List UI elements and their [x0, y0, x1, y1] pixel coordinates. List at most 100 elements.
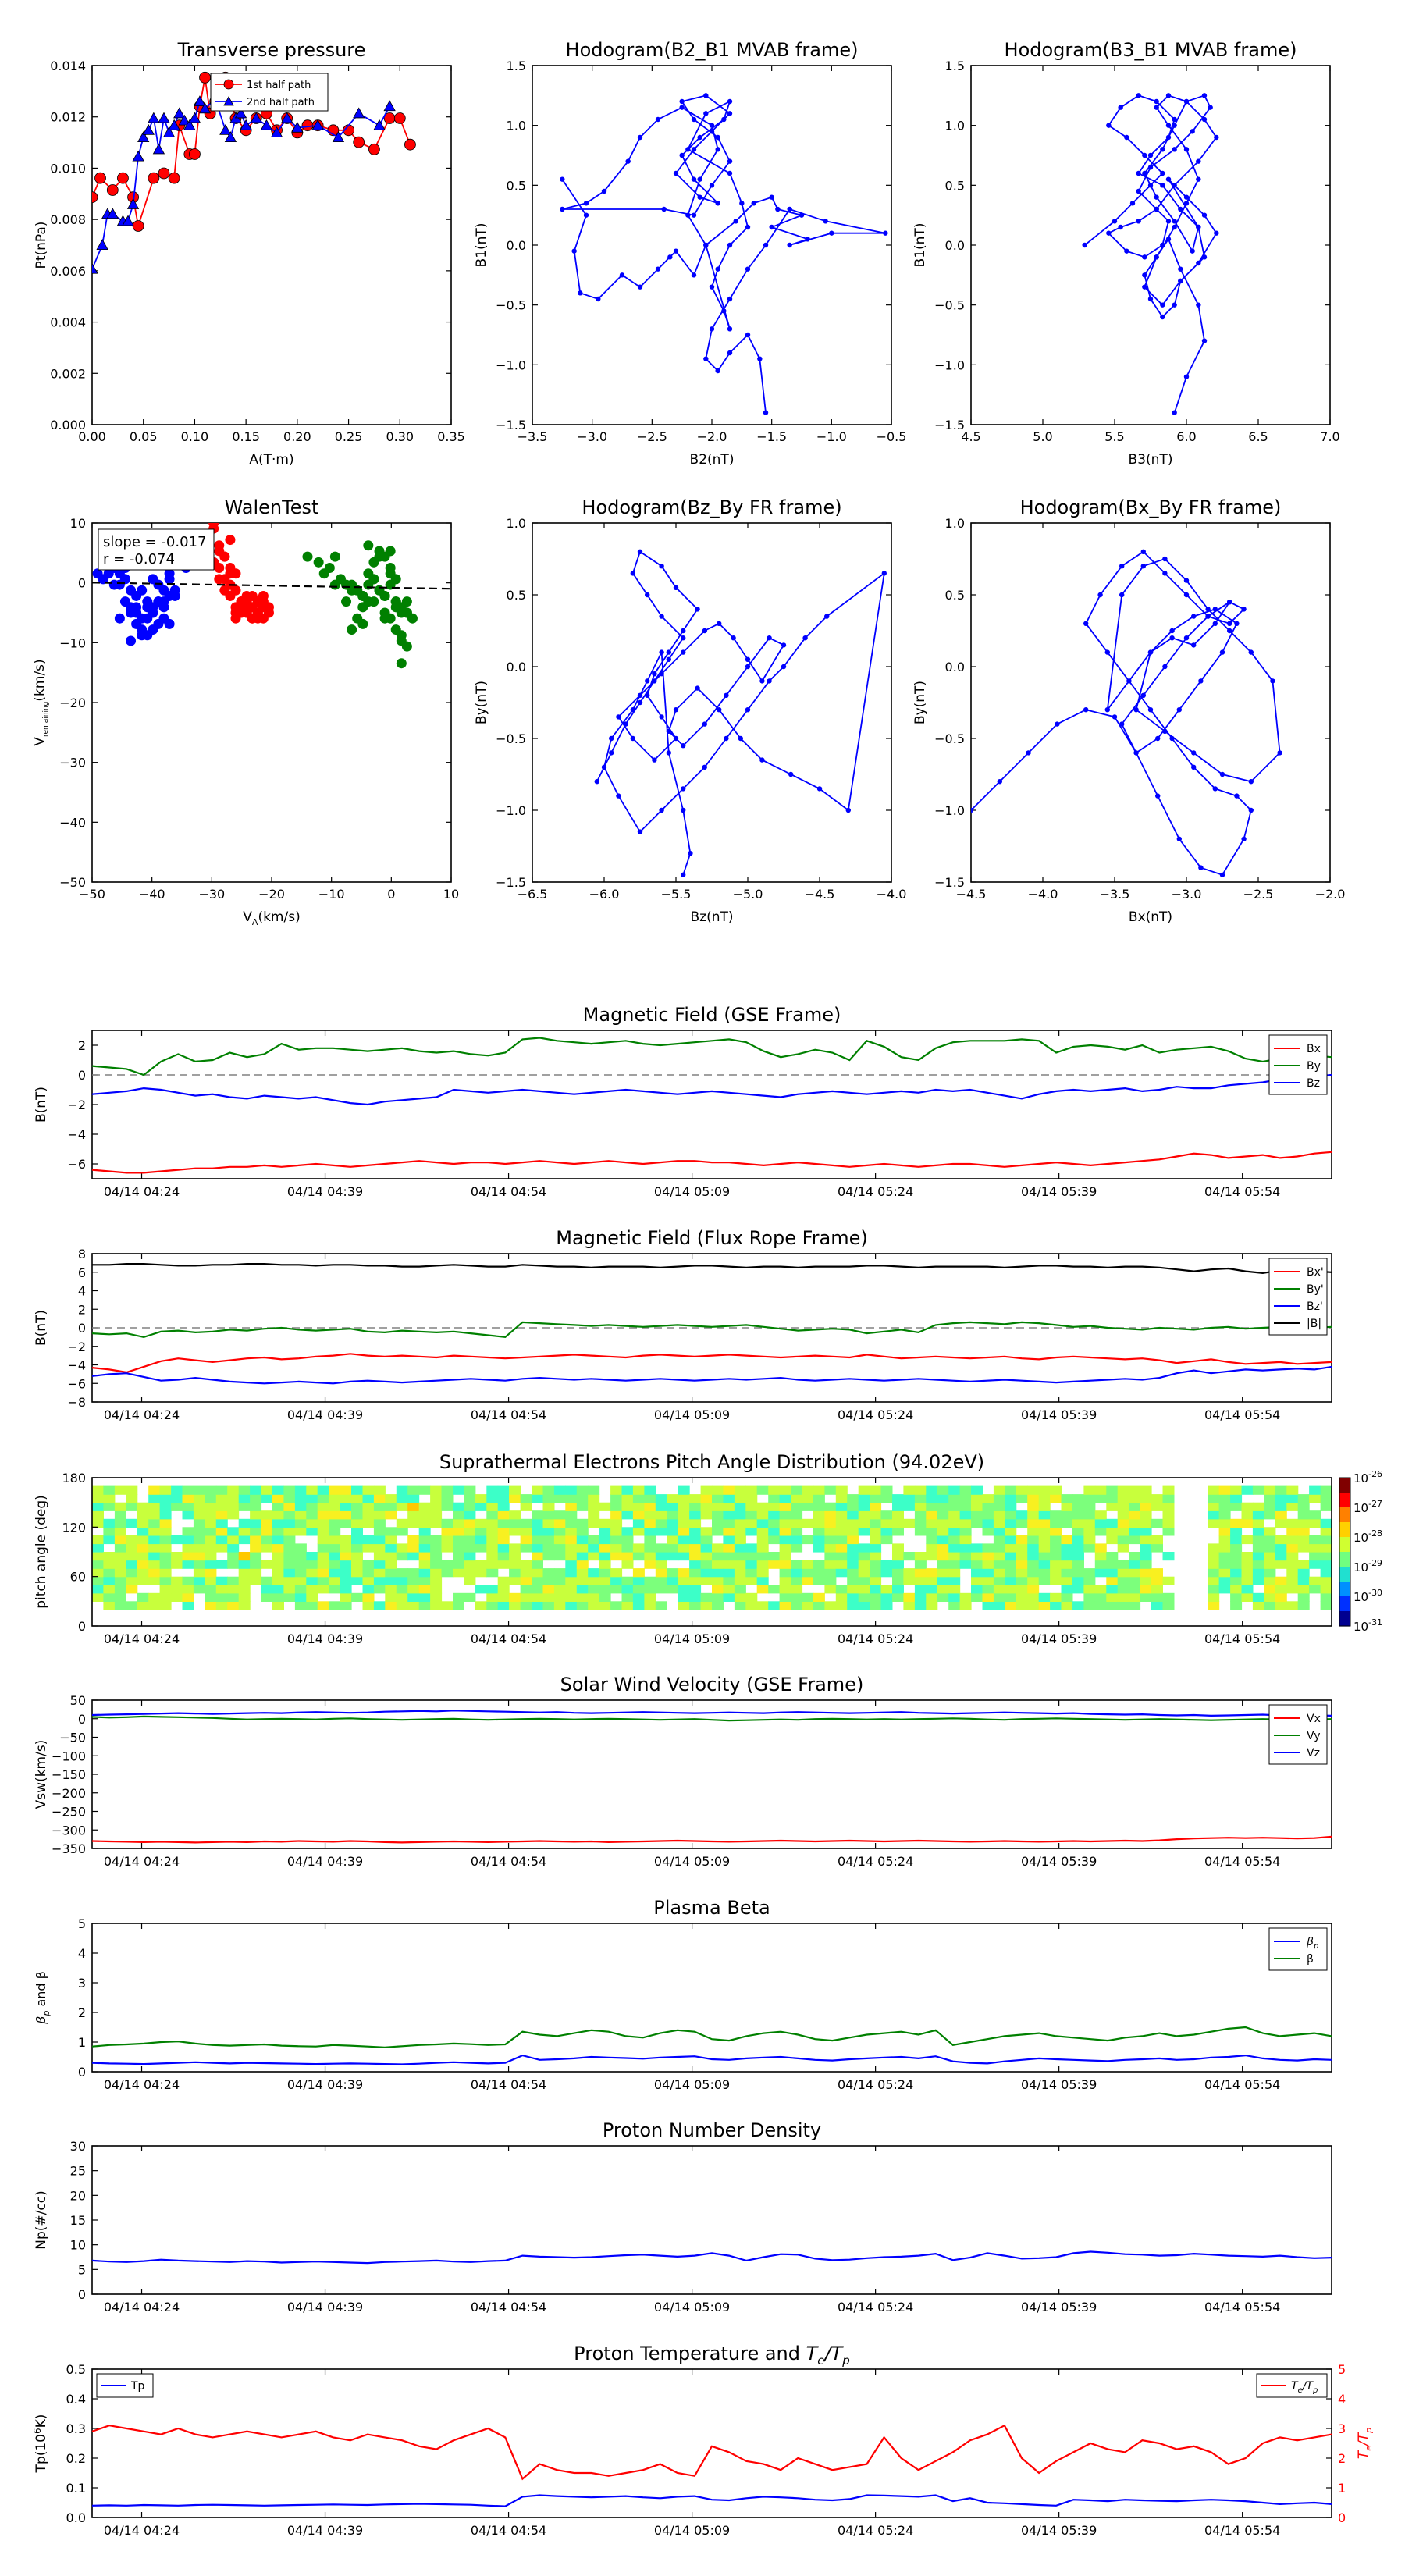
heatmap-cell: [937, 1518, 949, 1528]
heatmap-cell: [114, 1552, 126, 1561]
heatmap-cell: [914, 1601, 927, 1610]
heatmap-cell: [92, 1510, 104, 1520]
data-point: [401, 596, 412, 607]
heatmap-cell: [1309, 1510, 1321, 1520]
data-point: [560, 206, 565, 212]
heatmap-cell: [329, 1527, 341, 1536]
y-tick-label: 0.0: [945, 238, 965, 253]
heatmap-cell: [126, 1576, 138, 1585]
heatmap-cell: [1129, 1527, 1141, 1536]
heatmap-cell: [553, 1592, 566, 1602]
chart-title: Hodogram(B3_B1 MVAB frame): [1005, 39, 1297, 61]
heatmap-cell: [948, 1494, 961, 1503]
heatmap-cell: [137, 1535, 149, 1545]
heatmap-cell: [791, 1560, 803, 1569]
data-point: [659, 649, 664, 655]
heatmap-cell: [1016, 1510, 1028, 1520]
data-point: [1162, 571, 1168, 576]
heatmap-cell: [1275, 1518, 1287, 1528]
heatmap-cell: [870, 1527, 882, 1536]
heatmap-cell: [1061, 1560, 1073, 1569]
heatmap-cell: [565, 1585, 578, 1594]
heatmap-cell: [835, 1552, 848, 1561]
heatmap-cell: [1117, 1535, 1129, 1545]
heatmap-cell: [418, 1592, 431, 1602]
heatmap-cell: [373, 1494, 386, 1503]
plot-area: [560, 93, 888, 415]
heatmap-cell: [182, 1601, 194, 1610]
heatmap-cell: [768, 1518, 781, 1528]
heatmap-cell: [588, 1585, 600, 1594]
heatmap-cell: [1297, 1518, 1310, 1528]
heatmap-cell: [813, 1543, 825, 1553]
data-point: [1198, 865, 1204, 870]
heatmap-cell: [486, 1485, 499, 1495]
heatmap-cell: [937, 1552, 949, 1561]
heatmap-cell: [114, 1535, 126, 1545]
heatmap-cell: [621, 1502, 634, 1511]
heatmap-cell: [205, 1576, 217, 1585]
heatmap-cell: [971, 1560, 983, 1569]
heatmap-cell: [1129, 1510, 1141, 1520]
y-tick-label: 4: [78, 1946, 86, 1961]
heatmap-cell: [644, 1592, 656, 1602]
data-point: [971, 807, 974, 813]
heatmap-cell: [644, 1518, 656, 1528]
heatmap-cell: [779, 1543, 791, 1553]
data-point: [1104, 649, 1111, 655]
heatmap-cell: [689, 1502, 702, 1511]
y-tick-label: 0: [78, 1321, 86, 1336]
heatmap-cell: [294, 1510, 307, 1520]
heatmap-cell: [1252, 1592, 1264, 1602]
heatmap-cell: [1061, 1510, 1073, 1520]
heatmap-cell: [509, 1560, 521, 1569]
data-point: [767, 635, 772, 641]
heatmap-cell: [712, 1518, 724, 1528]
heatmap-cell: [532, 1592, 543, 1602]
heatmap-cell: [1129, 1576, 1141, 1585]
data-point: [775, 206, 781, 212]
plot-area: [971, 549, 1282, 878]
heatmap-cell: [148, 1601, 161, 1610]
heatmap-cell: [1016, 1535, 1028, 1545]
colorbar-segment: [1339, 1493, 1350, 1508]
heatmap-cell: [791, 1568, 803, 1578]
heatmap-cell: [351, 1527, 363, 1536]
heatmap-cell: [250, 1502, 262, 1511]
heatmap-cell: [1320, 1518, 1332, 1528]
heatmap-cell: [632, 1518, 645, 1528]
heatmap-cell: [553, 1576, 566, 1585]
data-point: [1183, 147, 1190, 152]
heatmap-cell: [430, 1502, 443, 1511]
heatmap-cell: [182, 1552, 194, 1561]
x-tick-label: 04/14 04:39: [287, 1184, 363, 1199]
heatmap-cell: [1241, 1568, 1254, 1578]
y-tick-label: 0: [78, 576, 86, 591]
heatmap-cell: [238, 1552, 251, 1561]
heatmap-cell: [283, 1518, 296, 1528]
data-point: [666, 728, 671, 734]
heatmap-cell: [982, 1601, 994, 1610]
heatmap-cell: [644, 1576, 656, 1585]
data-point: [637, 549, 643, 554]
heatmap-cell: [475, 1601, 487, 1610]
heatmap-cell: [1264, 1585, 1276, 1594]
data-point: [666, 656, 671, 662]
heatmap-cell: [712, 1527, 724, 1536]
data-point: [1201, 212, 1208, 218]
data-point: [745, 266, 751, 272]
heatmap-cell: [1061, 1552, 1073, 1561]
heatmap-cell: [621, 1560, 634, 1569]
heatmap-cell: [835, 1592, 848, 1602]
heatmap-cells: [92, 1485, 1332, 1610]
heatmap-cell: [1218, 1543, 1231, 1553]
colorbar-label: 10-30: [1353, 1588, 1382, 1604]
heatmap-cell: [464, 1494, 476, 1503]
data-point: [655, 116, 661, 123]
heatmap-cell: [193, 1568, 205, 1578]
heatmap-cell: [329, 1601, 341, 1610]
heatmap-cell: [835, 1510, 848, 1520]
heatmap-cell: [1005, 1601, 1017, 1610]
series-line: [91, 1037, 1332, 1076]
heatmap-cell: [227, 1585, 240, 1594]
